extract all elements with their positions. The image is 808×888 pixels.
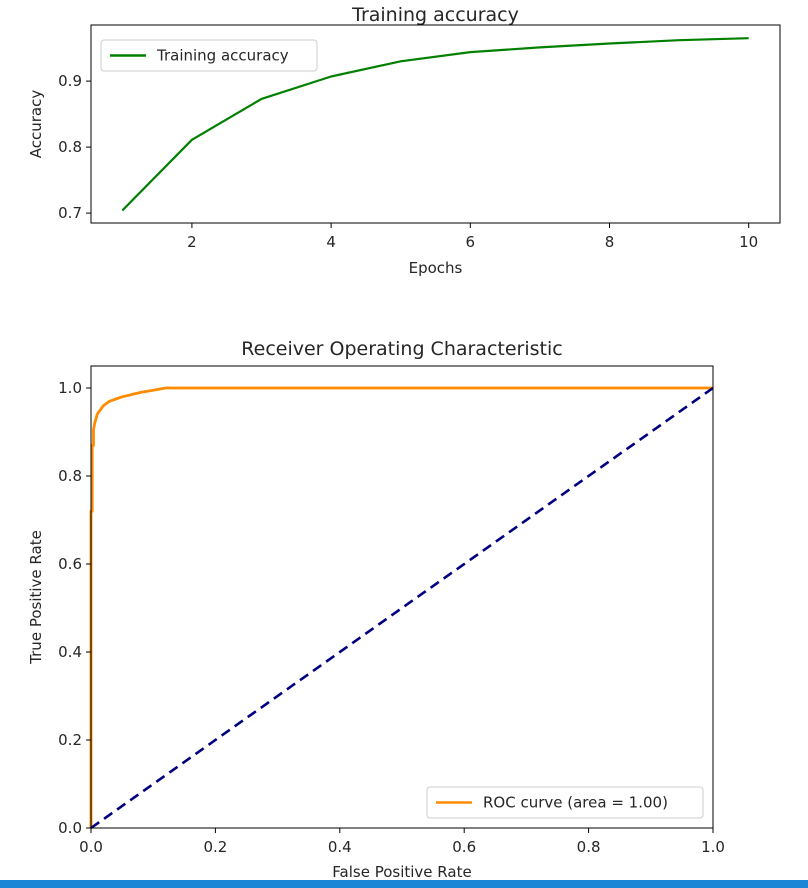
y-tick-label: 1.0 <box>58 379 82 397</box>
series-line-0 <box>121 37 749 212</box>
legend-label: ROC curve (area = 1.00) <box>483 794 668 812</box>
bottom-status-bar <box>0 880 808 888</box>
x-tick-label: 1.0 <box>701 838 725 856</box>
y-axis-label: True Positive Rate <box>27 530 45 665</box>
y-tick-label: 0.8 <box>58 138 82 156</box>
chart-0: Training accuracy 2 4 6 8 10 0.7 0.8 0.9 Epochs Ac… <box>27 4 781 277</box>
x-tick-label: 8 <box>605 233 615 251</box>
y-tick-label: 0.7 <box>58 204 82 222</box>
x-tick-label: 0.4 <box>328 838 352 856</box>
plot-frame <box>90 24 781 224</box>
x-tick-label: 2 <box>187 233 197 251</box>
x-tick-label: 10 <box>739 233 758 251</box>
plot-frame <box>90 365 714 829</box>
x-tick-label: 0.6 <box>452 838 476 856</box>
series-line-1 <box>90 386 714 830</box>
y-tick-label: 0.2 <box>58 731 82 749</box>
y-tick-label: 0.8 <box>58 467 82 485</box>
x-tick-label: 6 <box>466 233 476 251</box>
x-tick-label: 0.0 <box>79 838 103 856</box>
y-axis-label: Accuracy <box>27 90 45 159</box>
y-tick-label: 0.9 <box>58 72 82 90</box>
chart-title: Training accuracy <box>351 4 519 26</box>
legend-box <box>426 786 704 819</box>
chart-title: Receiver Operating Characteristic <box>241 338 562 360</box>
y-tick-label: 0.4 <box>58 643 82 661</box>
x-tick-label: 4 <box>326 233 336 251</box>
legend: Training accuracy <box>100 39 318 72</box>
y-tick-label: 0.0 <box>58 819 82 837</box>
legend-label: Training accuracy <box>156 47 289 65</box>
series-line-0 <box>89 386 713 828</box>
legend-box <box>100 39 318 72</box>
chart-1: Receiver Operating Characteristic 0.0 0.2 0… <box>27 338 725 881</box>
legend: ROC curve (area = 1.00) <box>426 786 704 819</box>
x-tick-label: 0.2 <box>203 838 227 856</box>
x-axis-label: False Positive Rate <box>332 863 471 881</box>
x-axis-label: Epochs <box>409 259 463 277</box>
x-tick-label: 0.8 <box>577 838 601 856</box>
y-tick-label: 0.6 <box>58 555 82 573</box>
